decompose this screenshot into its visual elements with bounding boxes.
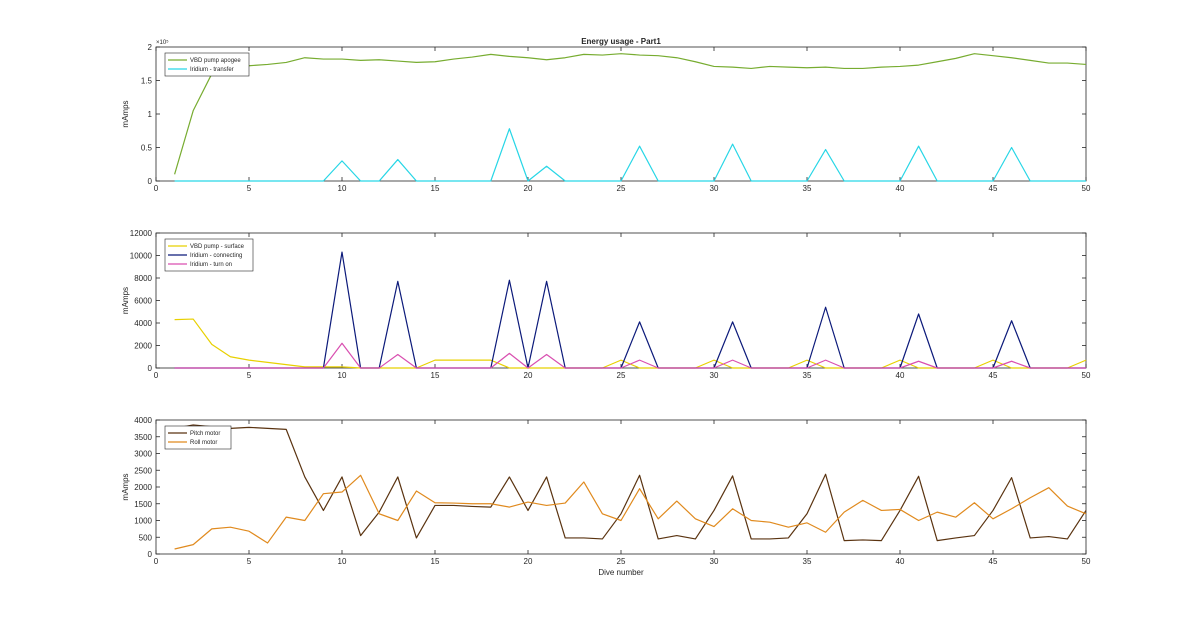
- x-tick-label: 5: [247, 557, 252, 566]
- plot-area-box: [155, 232, 1087, 369]
- x-tick-label: 35: [803, 184, 812, 193]
- x-tick-label: 15: [431, 184, 440, 193]
- x-tick-label: 0: [154, 557, 159, 566]
- legend-entry-label: Iridium - connecting: [190, 253, 242, 259]
- y-tick-label: 0: [148, 364, 153, 373]
- y-tick-label: 3500: [134, 433, 152, 442]
- y-tick-label: 12000: [130, 229, 153, 238]
- plot-area-box: [155, 46, 1087, 182]
- x-tick-label: 25: [617, 557, 626, 566]
- y-tick-label: 1.5: [141, 77, 153, 86]
- y-tick-label: 0.5: [141, 144, 153, 153]
- x-tick-label: 30: [710, 557, 719, 566]
- x-tick-label: 15: [431, 557, 440, 566]
- legend-entry-label: Roll motor: [190, 440, 217, 446]
- x-tick-label: 50: [1082, 557, 1091, 566]
- x-tick-label: 25: [617, 184, 626, 193]
- x-tick-label: 10: [338, 557, 347, 566]
- y-tick-label: 1: [148, 110, 153, 119]
- legend-entry-label: VBD pump apogee: [190, 58, 241, 64]
- x-tick-label: 10: [338, 371, 347, 380]
- chart-panel-energy-bottom: 0 5 10 15 20 25 30 35 40 45 5005001000150020002500…: [121, 416, 1091, 577]
- x-tick-label: 15: [431, 371, 440, 380]
- series-line-1: [174, 424, 1087, 542]
- x-tick-label: 40: [896, 184, 905, 193]
- x-tick-label: 40: [896, 557, 905, 566]
- x-tick-label: 20: [524, 184, 533, 193]
- x-tick-label: 45: [989, 371, 998, 380]
- legend-entry-label: Iridium - turn on: [190, 262, 232, 268]
- chart-panel-energy-top: 0 5 10 15 20 25 30 35 40 45 50 0 0.5 1 1.5 2 ×10⁵ mAmps En…: [121, 37, 1091, 193]
- x-axis-label: Dive number: [598, 568, 644, 577]
- x-tick-label: 0: [154, 184, 159, 193]
- legend-box: [164, 52, 250, 77]
- y-tick-label: 2500: [134, 466, 152, 475]
- y-tick-label: 1500: [134, 500, 152, 509]
- series-line-1: [174, 53, 1087, 175]
- x-tick-label: 35: [803, 557, 812, 566]
- y-tick-label: 2000: [134, 483, 152, 492]
- x-tick-label: 0: [154, 371, 159, 380]
- y-tick-label: 4000: [134, 416, 152, 425]
- x-tick-label: 5: [247, 184, 252, 193]
- y-tick-label: 2: [148, 43, 153, 52]
- x-tick-label: 10: [338, 184, 347, 193]
- chart-panel-energy-middle: 0 5 10 15 20 25 30 35 40 45 50 0 2000 4000 6000 8000 100…: [121, 229, 1091, 380]
- series-line-2: [174, 128, 1086, 182]
- y-tick-label: 2000: [134, 342, 152, 351]
- y-exponent-label: ×10⁵: [156, 39, 169, 46]
- x-tick-label: 20: [524, 371, 533, 380]
- y-axis-label: mAmps: [121, 287, 130, 314]
- y-axis-label: mAmps: [121, 100, 130, 127]
- y-tick-label: 3000: [134, 450, 152, 459]
- series-line-2: [174, 251, 1086, 369]
- y-tick-label: 4000: [134, 319, 152, 328]
- legend-box: [164, 425, 232, 450]
- y-tick-label: 6000: [134, 297, 152, 306]
- x-tick-label: 45: [989, 557, 998, 566]
- series-line-2: [174, 474, 1087, 550]
- y-tick-label: 8000: [134, 274, 152, 283]
- legend-entry-label: Pitch motor: [190, 431, 220, 437]
- x-tick-label: 50: [1082, 184, 1091, 193]
- plot-area-box: [155, 419, 1087, 555]
- legend-entry-label: VBD pump - surface: [190, 244, 245, 250]
- chart-title: Energy usage - Part1: [581, 37, 661, 46]
- legend-entry-label: Iridium - transfer: [190, 67, 234, 73]
- x-tick-label: 50: [1082, 371, 1091, 380]
- y-tick-label: 1000: [134, 517, 152, 526]
- x-tick-label: 5: [247, 371, 252, 380]
- y-tick-label: 10000: [130, 252, 153, 261]
- series-line-3: [174, 342, 1086, 369]
- y-axis-label: mAmps: [121, 473, 130, 500]
- x-tick-label: 40: [896, 371, 905, 380]
- y-tick-label: 500: [139, 533, 153, 542]
- x-tick-label: 20: [524, 557, 533, 566]
- y-tick-label: 0: [148, 177, 153, 186]
- x-tick-label: 30: [710, 184, 719, 193]
- x-tick-label: 30: [710, 371, 719, 380]
- y-tick-label: 0: [148, 550, 153, 559]
- x-tick-label: 35: [803, 371, 812, 380]
- x-tick-label: 25: [617, 371, 626, 380]
- x-tick-label: 45: [989, 184, 998, 193]
